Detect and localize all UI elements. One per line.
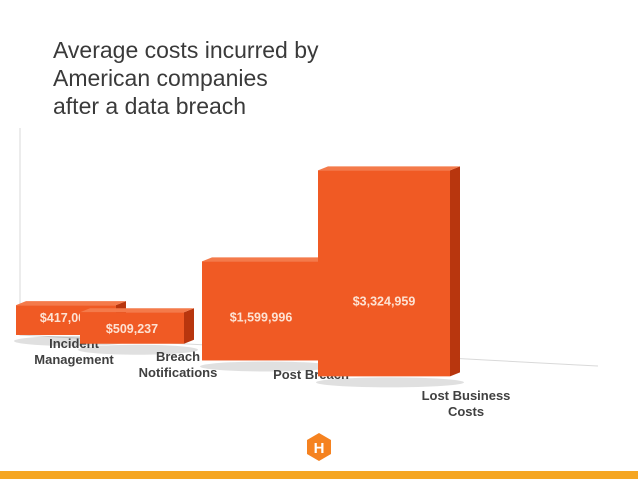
bar-top: [80, 308, 194, 313]
bar-side: [450, 166, 460, 377]
value-label: $1,599,996: [230, 310, 293, 324]
bar-shadow: [316, 377, 464, 388]
bar-top: [16, 301, 126, 306]
footer-bar: [0, 471, 638, 479]
bar-side: [184, 308, 194, 344]
category-label: Costs: [448, 404, 484, 419]
brand-logo-icon: H: [307, 433, 331, 461]
bar-shadow: [200, 361, 334, 372]
category-label: Management: [34, 352, 114, 367]
bar: [318, 170, 450, 377]
title-line-2: American companies: [53, 65, 268, 91]
bar-shadow: [78, 344, 198, 355]
bar: [80, 312, 184, 344]
chart-title: Average costs incurred by American compa…: [53, 36, 473, 120]
bar: [202, 261, 320, 361]
bar-top: [202, 257, 330, 262]
category-label: Lost Business: [422, 388, 511, 403]
logo-letter: H: [314, 440, 325, 457]
bar-top: [318, 166, 460, 171]
category-label: Breach: [156, 349, 200, 364]
category-label: Notifications: [139, 365, 218, 380]
title-line-3: after a data breach: [53, 93, 247, 119]
value-label: $509,237: [106, 322, 158, 336]
value-label: $3,324,959: [353, 294, 416, 308]
value-label: $417,000: [40, 311, 92, 325]
title-line-1: Average costs incurred by: [53, 37, 319, 63]
